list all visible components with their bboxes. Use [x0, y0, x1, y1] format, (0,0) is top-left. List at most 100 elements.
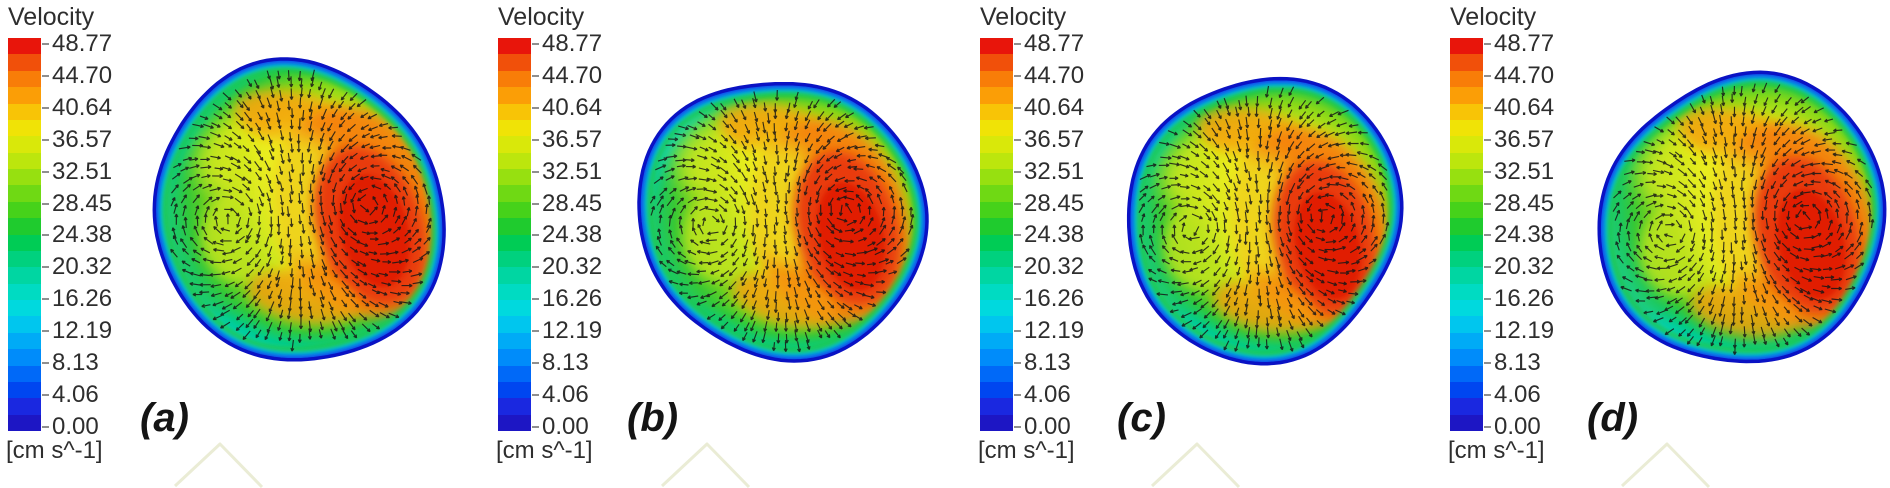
colorbar-ticks: 48.77 44.70 40.64 36.57 32.51 28.45 24.38 20.32…	[496, 0, 631, 488]
colorbar-segment	[980, 87, 1013, 104]
colorbar-tick-label: 28.45	[1494, 189, 1555, 217]
colorbar	[8, 38, 41, 431]
colorbar-segment	[498, 103, 531, 120]
colorbar-tick-label: 4.06	[542, 380, 589, 408]
colorbar-segment	[8, 201, 41, 219]
colorbar-segment	[498, 169, 531, 186]
colorbar-tick-label: 40.64	[1024, 93, 1085, 121]
colorbar-segment	[498, 267, 531, 284]
colorbar-tick-mark	[42, 330, 49, 333]
panel-label: (a)	[140, 396, 189, 440]
colorbar-legend: Velocity 48.77 44.70 40.64 36.57 32.51 28.45 2…	[978, 0, 1113, 488]
colorbar-tick-label: 8.13	[542, 349, 589, 376]
colorbar-tick-label: 28.45	[52, 189, 113, 217]
colorbar-ticks: 48.77 44.70 40.64 36.57 32.51 28.45 24.38 20.32…	[1448, 0, 1583, 488]
velocity-contour-plot	[1126, 76, 1404, 488]
colorbar-segment	[498, 300, 531, 317]
colorbar-tick-mark	[1014, 393, 1021, 396]
colorbar-segment	[8, 349, 41, 366]
colorbar-tick-mark	[1014, 234, 1021, 237]
colorbar-legend: Velocity 48.77 44.70 40.64 36.57 32.51 28.45 2…	[1448, 0, 1583, 488]
colorbar-tick-mark	[42, 202, 49, 205]
colorbar-tick-label: 32.51	[1494, 157, 1555, 185]
velocity-contour-region	[1690, 285, 1798, 338]
colorbar-tick-label: 24.38	[1024, 221, 1085, 249]
colorbar-tick-mark	[42, 138, 49, 141]
colorbar-tick-label: 48.77	[1494, 30, 1555, 57]
colorbar-segment	[8, 316, 41, 333]
colorbar-segment	[980, 349, 1013, 366]
colorbar-tick-mark	[1014, 330, 1021, 333]
colorbar-segment	[980, 201, 1013, 219]
colorbar-segment	[1450, 38, 1483, 55]
colorbar-segment	[498, 38, 531, 55]
colorbar-segment	[498, 250, 531, 268]
colorbar-segment	[1450, 283, 1483, 300]
vessel-wall-outline	[637, 81, 929, 363]
colorbar-tick-label: 12.19	[52, 317, 113, 345]
colorbar-segment	[1450, 414, 1483, 431]
colorbar-segment	[8, 136, 41, 153]
legend-title: Velocity	[980, 3, 1067, 31]
colorbar-tick-mark	[1484, 170, 1491, 173]
colorbar-tick-label: 4.06	[1024, 380, 1071, 408]
colorbar-segment	[498, 283, 531, 300]
colorbar-segment	[498, 54, 531, 71]
colorbar-ticks: 48.77 44.70 40.64 36.57 32.51 28.45 24.38 20.32…	[6, 0, 141, 488]
colorbar-legend: Velocity 48.77 44.70 40.64 36.57 32.51 28.45 2…	[6, 0, 141, 488]
colorbar-tick-label: 12.19	[542, 317, 603, 345]
colorbar-segment	[498, 185, 531, 202]
colorbar-tick-mark	[1484, 106, 1491, 109]
colorbar-segment	[980, 283, 1013, 300]
colorbar-tick-mark	[1014, 170, 1021, 173]
contour-field	[1128, 78, 1402, 364]
colorbar-tick-label: 40.64	[542, 93, 603, 121]
colorbar-tick-mark	[532, 425, 539, 428]
colorbar-segment	[1450, 234, 1483, 251]
colorbar-tick-label: 12.19	[1494, 317, 1555, 345]
colorbar-segment	[498, 414, 531, 431]
legend-title: Velocity	[498, 3, 585, 31]
colorbar-segment	[1450, 381, 1483, 399]
colorbar-segment	[8, 267, 41, 284]
colorbar-segment	[8, 414, 41, 431]
colorbar-segment	[1450, 332, 1483, 350]
velocity-contour-region	[816, 182, 885, 291]
colorbar-legend: Velocity 48.77 44.70 40.64 36.57 32.51 28.45 2…	[496, 0, 631, 488]
colorbar-tick-label: 0.00	[542, 412, 589, 440]
colorbar-tick-label: 24.38	[1494, 221, 1555, 249]
colorbar-tick-label: 20.32	[1024, 253, 1085, 281]
panel-label: (c)	[1117, 396, 1166, 440]
colorbar-tick-mark	[1014, 74, 1021, 77]
velocity-contour-region	[732, 273, 837, 329]
colorbar-tick-mark	[1484, 74, 1491, 77]
colorbar	[498, 38, 531, 431]
colorbar-tick-mark	[1014, 106, 1021, 109]
velocity-vectors	[649, 89, 915, 353]
colorbar-tick-mark	[532, 43, 539, 45]
colorbar-tick-mark	[532, 106, 539, 109]
colorbar	[980, 38, 1013, 431]
colorbar-tick-label: 32.51	[52, 157, 113, 185]
colorbar-tick-mark	[42, 298, 49, 301]
colorbar-tick-mark	[532, 362, 539, 364]
colorbar-tick-label: 48.77	[542, 30, 603, 57]
colorbar-segment	[498, 349, 531, 366]
colorbar-tick-mark	[532, 202, 539, 205]
colorbar-segment	[980, 316, 1013, 333]
colorbar-segment	[1450, 136, 1483, 153]
colorbar-tick-mark	[1484, 393, 1491, 396]
colorbar-segment	[1450, 70, 1483, 88]
colorbar-segment	[1450, 250, 1483, 268]
legend-unit: [cm s^-1]	[1448, 437, 1545, 464]
axis-triad-glyph	[173, 442, 264, 488]
vessel-wall-outline	[152, 57, 446, 362]
colorbar-segment	[8, 283, 41, 300]
colorbar-tick-label: 20.32	[1494, 253, 1555, 281]
colorbar-tick-mark	[42, 393, 49, 396]
colorbar-tick-mark	[1484, 43, 1491, 45]
colorbar-tick-label: 16.26	[1494, 285, 1555, 313]
colorbar-tick-mark	[1484, 298, 1491, 301]
colorbar-segment	[980, 365, 1013, 382]
